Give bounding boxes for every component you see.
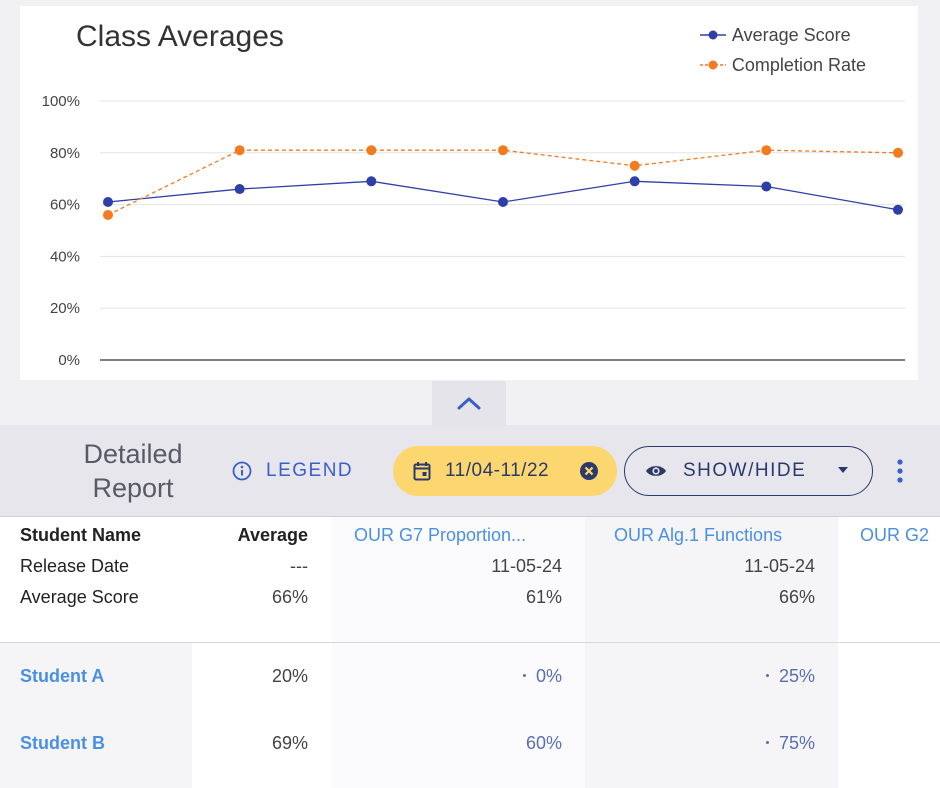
student-score-cell[interactable]: 75% bbox=[765, 733, 815, 754]
data-point bbox=[761, 145, 772, 156]
data-point bbox=[366, 145, 377, 156]
score-value: 60% bbox=[525, 733, 562, 753]
legend-swatch-completion-rate bbox=[699, 60, 726, 70]
legend-label: Completion Rate bbox=[731, 54, 866, 75]
average-column-header[interactable]: Average bbox=[237, 525, 308, 545]
assignment-average-score: 66% bbox=[778, 587, 815, 607]
assignment-release-date: 11-05-24 bbox=[491, 556, 562, 576]
student-score-cell[interactable]: 25% bbox=[765, 666, 815, 687]
y-tick-label: 20% bbox=[50, 300, 80, 317]
assignment-column-bg bbox=[585, 517, 838, 788]
class-averages-chart-card: 100% 80% 60% 40% 20% 0% Class Averages Averag… bbox=[20, 6, 918, 380]
show-hide-button[interactable]: SHOW/HIDE bbox=[624, 446, 873, 496]
eye-icon bbox=[646, 466, 666, 476]
score-value: 0% bbox=[535, 666, 562, 686]
data-point bbox=[629, 160, 640, 171]
date-range-label: 11/04-11/22 bbox=[445, 460, 550, 481]
data-point bbox=[103, 209, 113, 220]
release-date-label: Release Date bbox=[20, 556, 130, 576]
student-name-link[interactable]: Student B bbox=[20, 733, 105, 753]
report-toolbar: Detailed Report LEGEND 11/04-11/22 bbox=[0, 425, 940, 517]
y-tick-label: 100% bbox=[42, 93, 80, 110]
assignment-column-bg-2 bbox=[332, 517, 585, 788]
calendar-icon bbox=[413, 462, 431, 481]
legend-label: Average Score bbox=[731, 24, 851, 45]
data-point bbox=[629, 176, 640, 187]
dot-indicator-icon bbox=[522, 673, 526, 677]
date-range-chip[interactable]: 11/04-11/22 bbox=[393, 446, 617, 496]
assignment-header-link[interactable]: OUR G2 bbox=[860, 525, 930, 545]
y-tick-label: 60% bbox=[50, 197, 80, 214]
show-hide-label: SHOW/HIDE bbox=[683, 460, 807, 481]
chevron-up-icon bbox=[457, 397, 481, 410]
data-point bbox=[234, 145, 245, 156]
student-name-header[interactable]: Student Name bbox=[20, 525, 142, 545]
y-tick-label: 80% bbox=[50, 145, 80, 162]
data-point bbox=[103, 197, 113, 208]
assignment-header-link[interactable]: OUR G7 Proportion... bbox=[354, 525, 527, 545]
data-point bbox=[893, 147, 903, 158]
student-name-link[interactable]: Student A bbox=[20, 666, 105, 686]
chart-legend: Average Score Completion Rate bbox=[699, 20, 866, 80]
score-value: 25% bbox=[778, 666, 815, 686]
legend-button[interactable]: LEGEND bbox=[232, 455, 353, 487]
assignment-column-bg bbox=[838, 517, 940, 788]
legend-button-label: LEGEND bbox=[266, 460, 354, 481]
average-column-bg bbox=[192, 517, 332, 788]
info-icon bbox=[232, 461, 252, 481]
caret-down-icon bbox=[838, 467, 848, 473]
student-average: 20% bbox=[271, 666, 308, 686]
student-average: 69% bbox=[271, 733, 308, 753]
more-options-icon[interactable] bbox=[893, 457, 907, 485]
chart-title: Class Averages bbox=[76, 20, 284, 53]
data-point bbox=[498, 197, 508, 208]
average-average-score: 66% bbox=[271, 587, 308, 607]
score-value: 75% bbox=[778, 733, 815, 753]
data-point bbox=[366, 176, 377, 187]
data-point bbox=[498, 145, 508, 156]
line-chart: 100% 80% 60% 40% 20% 0% bbox=[42, 93, 905, 369]
average-score-label: Average Score bbox=[20, 587, 139, 607]
assignment-release-date: 11-05-24 bbox=[744, 556, 815, 576]
report-title: Detailed Report bbox=[83, 439, 183, 503]
dot-indicator-icon bbox=[765, 740, 769, 744]
dot-indicator-icon bbox=[765, 673, 769, 677]
clear-date-icon[interactable] bbox=[579, 461, 599, 481]
student-score-cell[interactable]: 60% bbox=[526, 733, 562, 754]
name-column-body-bg bbox=[0, 643, 192, 788]
legend-swatch-average-score bbox=[699, 30, 726, 40]
header-divider bbox=[0, 642, 940, 643]
legend-item-completion-rate[interactable]: Completion Rate bbox=[699, 50, 866, 80]
data-point bbox=[234, 184, 245, 195]
legend-item-average-score[interactable]: Average Score bbox=[699, 20, 866, 50]
y-tick-label: 0% bbox=[58, 352, 80, 369]
detailed-report-table: Student Name Release Date Average Score … bbox=[0, 517, 940, 788]
average-release-date: --- bbox=[290, 556, 308, 576]
data-point bbox=[761, 181, 772, 192]
assignment-header-link[interactable]: OUR Alg.1 Functions bbox=[614, 525, 783, 545]
assignment-average-score: 61% bbox=[525, 587, 562, 607]
y-tick-label: 40% bbox=[50, 248, 80, 265]
collapse-chart-button[interactable] bbox=[432, 381, 506, 425]
student-score-cell[interactable]: 0% bbox=[522, 666, 562, 687]
data-point bbox=[893, 204, 903, 215]
